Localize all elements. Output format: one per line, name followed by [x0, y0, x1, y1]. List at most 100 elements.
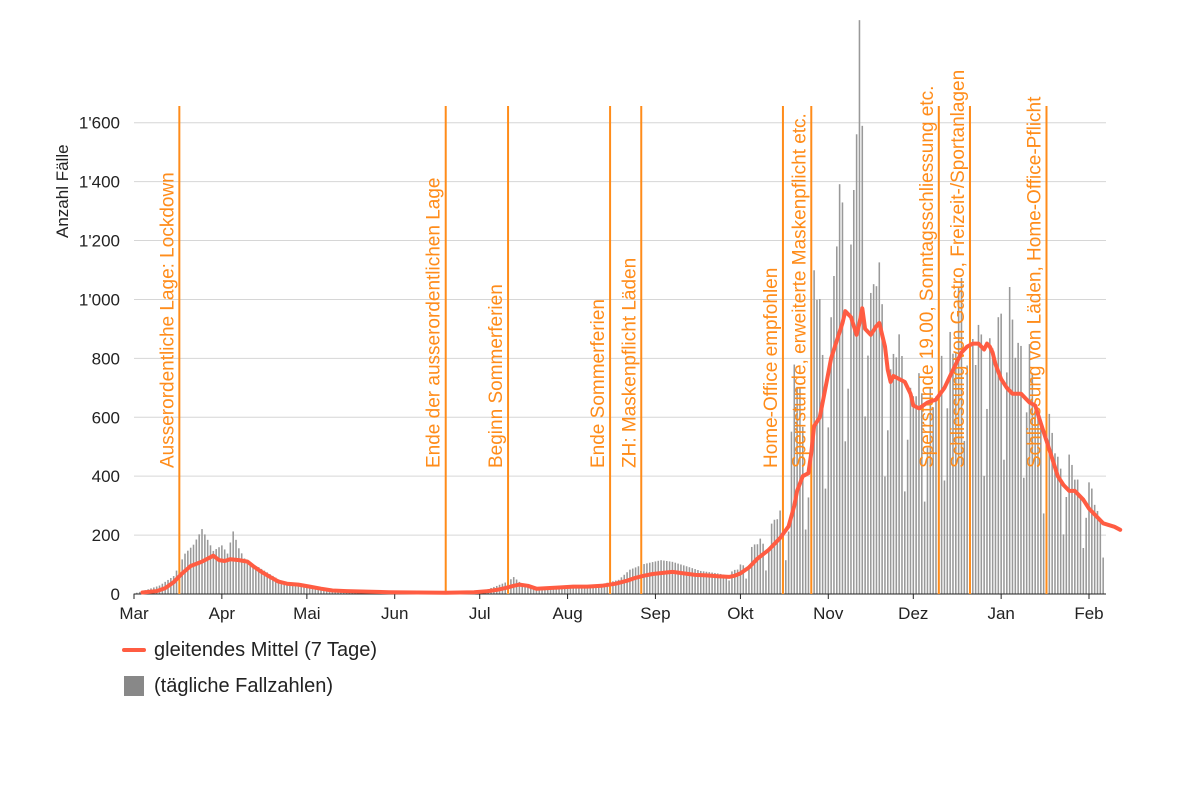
bar-daily-cases — [827, 427, 830, 594]
bar-daily-cases — [1088, 482, 1090, 594]
bar-daily-cases — [793, 364, 796, 594]
bar-daily-cases — [674, 562, 677, 594]
bar-daily-cases — [1028, 344, 1031, 594]
x-tick-label: Aug — [552, 604, 582, 623]
bar-daily-cases — [887, 430, 889, 594]
bar-daily-cases — [297, 585, 300, 594]
bar-daily-cases — [668, 561, 671, 594]
bar-daily-cases — [617, 579, 620, 594]
bar-daily-cases — [521, 584, 524, 594]
y-tick-label: 1'000 — [79, 290, 120, 309]
bar-daily-cases — [1034, 404, 1036, 594]
x-tick-label: Apr — [209, 604, 236, 623]
bar-daily-cases — [280, 581, 283, 594]
bar-daily-cases — [263, 570, 266, 594]
bar-daily-cases — [1011, 319, 1014, 594]
annotation-label: Ende Sommerferien — [588, 299, 609, 468]
bar-daily-cases — [1065, 497, 1068, 594]
bar-daily-cases — [994, 366, 997, 594]
bar-daily-cases — [921, 393, 923, 594]
bar-daily-cases — [728, 580, 730, 594]
bar-daily-cases — [1082, 547, 1085, 594]
bar-daily-cases — [1048, 413, 1051, 594]
bar-daily-cases — [974, 365, 977, 594]
bar-daily-cases — [623, 574, 626, 594]
bar-daily-cases — [215, 549, 217, 594]
bar-daily-cases — [966, 365, 968, 594]
bar-daily-cases — [283, 581, 285, 594]
bar-daily-cases — [821, 354, 824, 594]
bar-daily-cases — [855, 134, 858, 595]
bar-daily-cases — [991, 348, 994, 594]
bar-daily-cases — [946, 408, 949, 594]
bar-daily-cases — [558, 587, 560, 594]
bar-daily-cases — [212, 550, 215, 594]
legend-label-daily-cases: (tägliche Fallzahlen) — [154, 674, 333, 697]
annotation-label: Schliessung von Gastro, Freizeit-/Sporta… — [948, 70, 969, 468]
bar-daily-cases — [648, 562, 651, 594]
bar-daily-cases — [756, 544, 759, 594]
bar-daily-cases — [229, 542, 232, 594]
bar-daily-cases — [187, 550, 189, 594]
x-tick-label: Sep — [640, 604, 670, 623]
bar-daily-cases — [750, 546, 753, 594]
y-tick-label: 800 — [92, 349, 120, 368]
gridlines — [134, 122, 1106, 536]
bar-daily-cases — [711, 572, 713, 594]
bar-daily-cases — [929, 388, 932, 594]
bar-daily-cases — [572, 586, 575, 594]
bar-daily-cases — [901, 356, 903, 594]
bar-daily-cases — [575, 586, 577, 594]
bar-daily-cases — [612, 581, 614, 594]
bar-daily-cases — [1006, 372, 1008, 594]
bar-daily-cases — [308, 586, 311, 594]
bar-daily-cases — [257, 567, 260, 594]
bar-daily-cases — [606, 582, 609, 594]
x-tick-label: Okt — [727, 604, 754, 623]
bar-daily-cases — [626, 572, 628, 594]
bar-daily-cases — [1085, 517, 1087, 594]
bar-daily-cases — [972, 338, 974, 594]
annotation-label: Sperrstunde 19.00, Sonntagsschliessung e… — [917, 86, 938, 468]
bar-daily-cases — [1091, 488, 1093, 594]
bar-daily-cases — [898, 334, 900, 594]
annotation-label: Sperrstunde, erweiterte Maskenpflicht et… — [789, 113, 810, 468]
annotation-label: Ausserordentliche Lage: Lockdown — [157, 172, 178, 468]
y-tick-label: 0 — [111, 585, 120, 604]
y-tick-label: 1'400 — [79, 173, 120, 192]
bar-daily-cases — [226, 553, 229, 594]
bar-daily-cases — [184, 553, 186, 594]
bar-daily-cases — [272, 575, 274, 594]
bar-daily-cases — [555, 587, 558, 594]
bar-daily-cases — [714, 572, 716, 594]
bar-daily-cases — [733, 569, 736, 594]
bar-daily-cases — [323, 589, 325, 594]
annotation-label: Beginn Sommerferien — [486, 284, 507, 468]
bar-daily-cases — [1031, 372, 1034, 594]
bar-daily-cases — [977, 324, 980, 594]
bar-daily-cases — [799, 387, 801, 594]
bar-daily-cases — [870, 292, 872, 594]
legend-box-swatch — [124, 676, 144, 696]
bar-daily-cases — [637, 566, 640, 594]
bar-daily-cases — [320, 588, 322, 594]
annotation-label: ZH: Maskenpflicht Läden — [619, 258, 640, 468]
bar-daily-cases — [955, 351, 957, 594]
legend: gleitendes Mittel (7 Tage) (tägliche Fal… — [122, 632, 377, 704]
bar-daily-cases — [1074, 479, 1076, 594]
bar-daily-cases — [243, 558, 246, 594]
bar-daily-cases — [864, 416, 866, 594]
bar-daily-cases — [804, 529, 807, 594]
bar-daily-cases — [1025, 412, 1028, 594]
bar-daily-cases — [189, 547, 192, 594]
bar-daily-cases — [909, 387, 912, 594]
bar-daily-cases — [204, 534, 206, 594]
bar-daily-cases — [654, 561, 657, 594]
bar-daily-cases — [643, 564, 645, 594]
bar-daily-cases — [561, 587, 563, 594]
bar-daily-cases — [221, 545, 223, 594]
bar-daily-cases — [552, 587, 555, 594]
bar-daily-cases — [600, 583, 603, 594]
bar-daily-cases — [742, 565, 745, 594]
